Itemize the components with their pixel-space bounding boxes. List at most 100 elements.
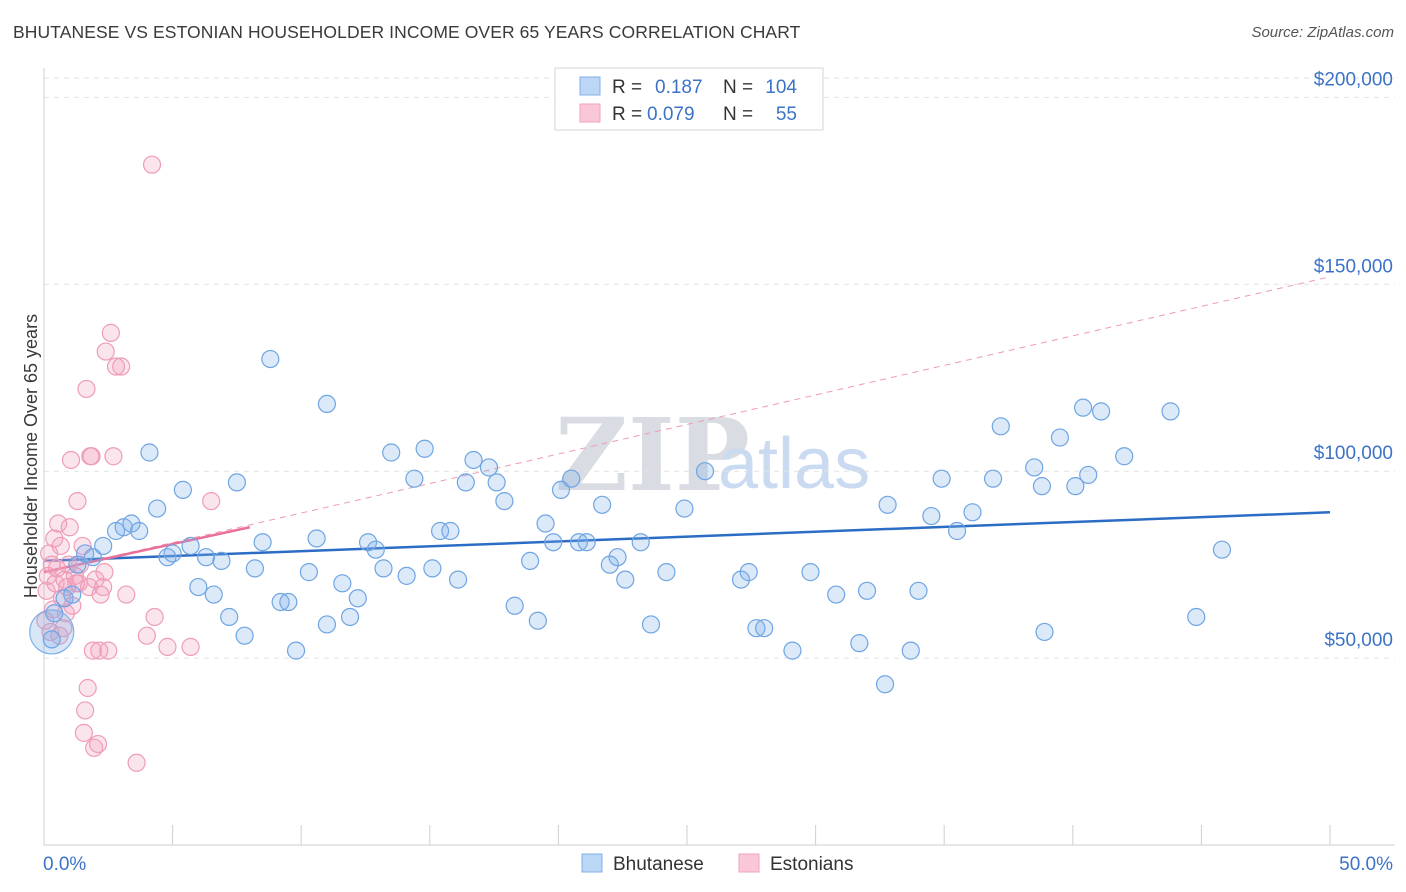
estonians-point (95, 563, 114, 582)
bhutanese-point (1079, 465, 1098, 485)
bhutanese-point (122, 514, 141, 533)
bhutanese-point (947, 521, 967, 541)
estonians-point (73, 536, 92, 556)
bhutanese-point (1091, 402, 1111, 421)
bhutanese-point (850, 634, 869, 653)
bhutanese-point (464, 450, 483, 470)
bhutanese-point (189, 577, 208, 597)
bhutanese-point (783, 641, 802, 660)
bhutanese-point (94, 536, 113, 556)
estonians-point (145, 607, 164, 627)
y-tick-label: $100,000 (1314, 443, 1393, 464)
bhutanese-point (212, 551, 231, 571)
bhutanese-point (608, 548, 627, 567)
bhutanese-point (695, 462, 715, 481)
bhutanese-trend-line (43, 511, 1331, 563)
bhutanese-point (1050, 428, 1070, 447)
bhutanese-points (29, 349, 1232, 694)
estonians-point (137, 626, 156, 645)
bhutanese-point (1212, 540, 1232, 559)
bhutanese-point (875, 675, 895, 694)
legend-n-value-1: 104 (765, 77, 797, 98)
y-tick-labels: $50,000 $100,000 $150,000 $200,000 (1314, 69, 1393, 651)
estonians-point (78, 678, 97, 698)
bhutanese-point (495, 491, 514, 511)
series-legend: Bhutanese Estonians (581, 853, 853, 875)
bhutanese-point (1161, 402, 1180, 421)
bhutanese-point (878, 495, 897, 514)
bhutanese-point (521, 551, 540, 571)
estonians-point (158, 637, 177, 656)
source-label: Source: ZipAtlas.com (1251, 24, 1394, 41)
estonians-point (104, 447, 123, 466)
bhutanese-point (544, 533, 563, 552)
bhutanese-point (747, 619, 766, 638)
legend-n-value-2: 55 (776, 104, 797, 125)
bhutanese-point (130, 521, 149, 541)
watermark-zip: ZIP (555, 396, 750, 514)
x-tick-label-max: 50.0% (1339, 854, 1393, 875)
estonians-point (83, 641, 102, 660)
legend-r-label-2: R = (612, 104, 642, 125)
bhutanese-point (963, 503, 982, 522)
bhutanese-point (675, 499, 694, 518)
bhutanese-point (487, 473, 506, 492)
bhutanese-point (1035, 622, 1054, 642)
bhutanese-point (577, 533, 596, 552)
bhutanese-point (991, 417, 1010, 436)
bhutanese-point (801, 563, 820, 582)
estonians-point (202, 491, 221, 511)
bhutanese-point (600, 555, 619, 574)
bhutanese-point (340, 607, 360, 627)
bhutanese-point (366, 540, 385, 559)
bhutanese-point (479, 458, 499, 477)
bhutanese-point (1032, 477, 1052, 496)
bhutanese-point (731, 570, 751, 589)
estonians-point (106, 357, 126, 376)
bhutanese-point (348, 589, 367, 608)
bhutanese-point (317, 615, 337, 634)
bhutanese-point (196, 548, 216, 567)
bhutanese-point (551, 480, 571, 499)
bhutanese-point (63, 585, 82, 604)
estonians-point (99, 641, 118, 660)
estonians-point (46, 574, 65, 593)
bhutanese-point (983, 469, 1003, 488)
estonians-point (127, 753, 146, 772)
bhutanese-point (739, 563, 758, 582)
bhutanese-point (1115, 447, 1134, 466)
bhutanese-point (631, 533, 650, 552)
bhutanese-point (569, 533, 589, 552)
estonians-point (82, 447, 101, 466)
bhutanese-point (641, 615, 661, 634)
bottom-legend-bhutanese: Bhutanese (613, 854, 704, 875)
bhutanese-point (140, 443, 159, 462)
estonians-points (36, 155, 221, 772)
legend-swatch-estonians (579, 103, 601, 123)
bhutanese-point (307, 529, 326, 548)
estonians-point (101, 323, 120, 342)
bhutanese-point (286, 641, 306, 660)
estonians-point (51, 536, 70, 556)
bhutanese-point (528, 611, 547, 630)
bhutanese-point (657, 563, 676, 582)
bottom-swatch-estonians (738, 853, 760, 873)
bhutanese-point (220, 607, 239, 627)
bhutanese-point (1066, 477, 1085, 496)
trend-lines (43, 276, 1331, 574)
bhutanese-point (827, 585, 846, 604)
bhutanese-point (909, 581, 928, 600)
estonians-point (142, 155, 162, 174)
estonians-point (181, 637, 200, 656)
bhutanese-point (333, 574, 352, 593)
bhutanese-point (279, 592, 298, 612)
bhutanese-point (441, 521, 460, 541)
bhutanese-point-cluster (29, 609, 75, 655)
bhutanese-point (415, 439, 434, 458)
bhutanese-point (235, 626, 254, 645)
estonians-trend-line (43, 526, 251, 574)
bhutanese-point (42, 630, 61, 649)
bhutanese-point (1025, 458, 1044, 477)
y-tick-label: $150,000 (1314, 256, 1393, 277)
